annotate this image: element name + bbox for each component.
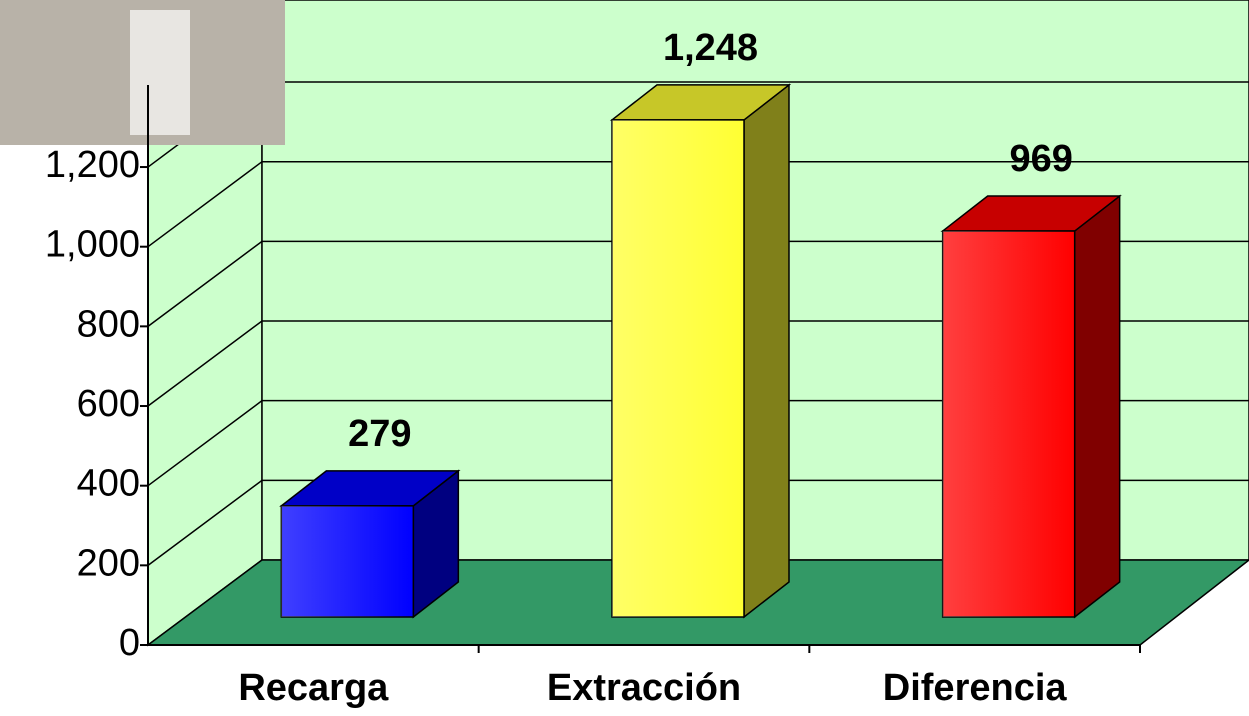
y-tick-label: 1,000 bbox=[45, 224, 140, 266]
y-tick-label: 0 bbox=[119, 622, 140, 664]
bar-shine bbox=[943, 231, 1075, 617]
y-tick-label: 200 bbox=[77, 542, 140, 584]
x-tick-label: Diferencia bbox=[883, 667, 1068, 709]
value-label: 969 bbox=[1009, 138, 1072, 180]
photo-detail bbox=[130, 10, 190, 135]
y-tick-label: 800 bbox=[77, 303, 140, 345]
bar bbox=[943, 196, 1120, 617]
chart: 0 200 400 600 800 1,000 1,200 Recarga 279 Extracc… bbox=[0, 0, 1249, 716]
y-tick-label: 1,200 bbox=[45, 144, 140, 186]
bar-shine bbox=[281, 506, 413, 617]
y-tick-label: 400 bbox=[77, 463, 140, 505]
x-tick-label: Extracción bbox=[547, 667, 741, 709]
bar-shine bbox=[612, 120, 744, 617]
bar-side bbox=[1075, 196, 1120, 617]
bar bbox=[612, 85, 789, 617]
value-label: 1,248 bbox=[663, 27, 758, 69]
x-tick-label: Recarga bbox=[238, 667, 389, 709]
bar-side bbox=[744, 85, 789, 617]
value-label: 279 bbox=[348, 413, 411, 455]
bar bbox=[281, 471, 458, 617]
y-tick-label: 600 bbox=[77, 383, 140, 425]
